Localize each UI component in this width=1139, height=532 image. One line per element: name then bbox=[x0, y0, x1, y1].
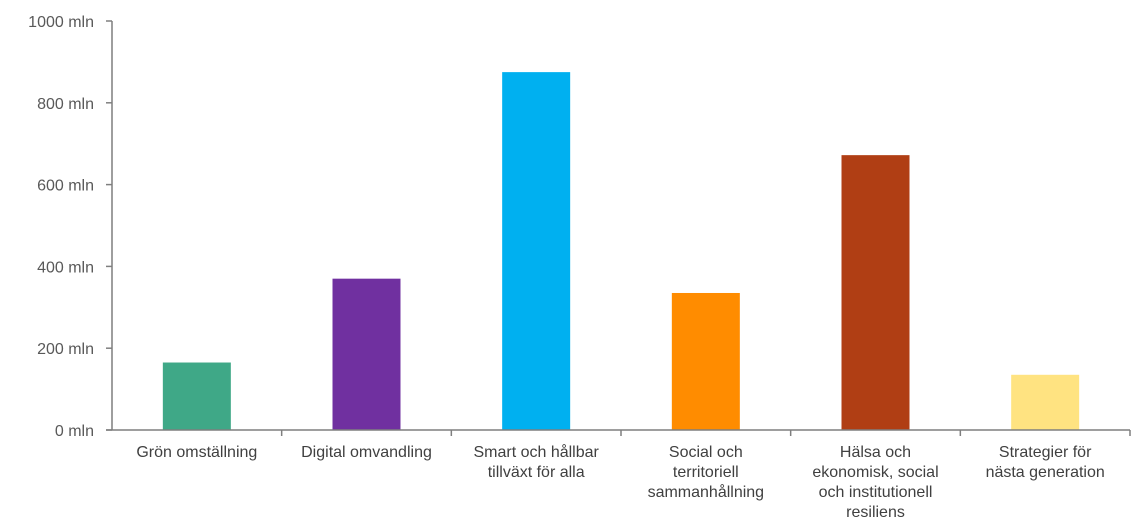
bar bbox=[502, 72, 571, 430]
x-category-label: Hälsa och ekonomisk, social och institutio… bbox=[812, 444, 938, 521]
x-category-label-line: Social och bbox=[669, 444, 743, 461]
x-category-label-line: Grön omställning bbox=[136, 444, 257, 461]
x-category-label: Smart och hållbar tillväxt för alla bbox=[473, 443, 599, 481]
bar bbox=[841, 155, 910, 431]
x-category-label-line: Digital omvandling bbox=[301, 444, 432, 461]
y-tick-label: 0 mln bbox=[55, 423, 94, 440]
x-axis-tick-marks bbox=[280, 430, 1131, 436]
bar bbox=[332, 278, 401, 430]
x-category-label: Digital omvandling bbox=[301, 444, 432, 461]
x-category-label-line: ekonomisk, social bbox=[812, 464, 938, 481]
y-tick-label: 1000 mln bbox=[28, 14, 94, 31]
x-category-label-line: Hälsa och bbox=[840, 444, 911, 461]
x-category-label-line: territoriell bbox=[673, 464, 739, 481]
bar bbox=[671, 292, 740, 430]
y-tick-label: 200 mln bbox=[37, 341, 94, 358]
x-category-label-line: sammanhållning bbox=[648, 483, 765, 501]
x-category-label-line: och institutionell bbox=[819, 484, 933, 501]
category-labels: Grön omställning Digital omvandling Smart … bbox=[136, 443, 1104, 521]
x-category-label: Social och territoriell sammanhållning bbox=[648, 444, 765, 501]
bar bbox=[1011, 374, 1080, 430]
y-tick-label: 800 mln bbox=[37, 96, 94, 113]
x-category-label: Grön omställning bbox=[136, 444, 257, 461]
x-category-label-line: resiliens bbox=[846, 504, 905, 521]
bar-series bbox=[162, 72, 1080, 431]
x-category-label-line: Smart och hållbar bbox=[473, 443, 599, 461]
x-category-label-line: nästa generation bbox=[986, 464, 1105, 481]
x-category-label: Strategier för nästa generation bbox=[986, 444, 1105, 481]
y-tick-label: 400 mln bbox=[37, 259, 94, 276]
x-category-label-line: tillväxt för alla bbox=[488, 464, 585, 481]
y-tick-label: 600 mln bbox=[37, 178, 94, 195]
y-axis-tick-labels: 0 mln 200 mln 400 mln 600 mln 800 mln 1000 ml… bbox=[28, 14, 112, 440]
bar bbox=[162, 362, 231, 430]
x-category-label-line: Strategier för bbox=[999, 444, 1092, 461]
